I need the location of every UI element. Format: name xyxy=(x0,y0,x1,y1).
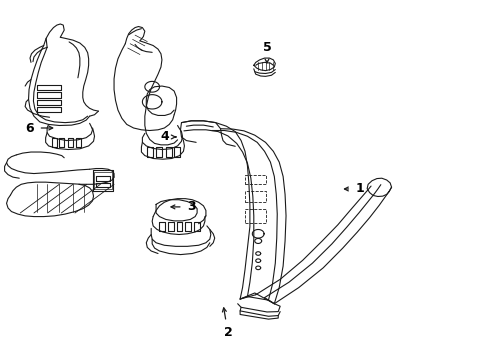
Text: 3: 3 xyxy=(171,201,196,213)
Text: 2: 2 xyxy=(222,308,232,339)
Text: 6: 6 xyxy=(25,122,53,135)
Text: 4: 4 xyxy=(160,130,176,144)
Text: 5: 5 xyxy=(263,41,271,63)
Text: 1: 1 xyxy=(344,183,364,195)
